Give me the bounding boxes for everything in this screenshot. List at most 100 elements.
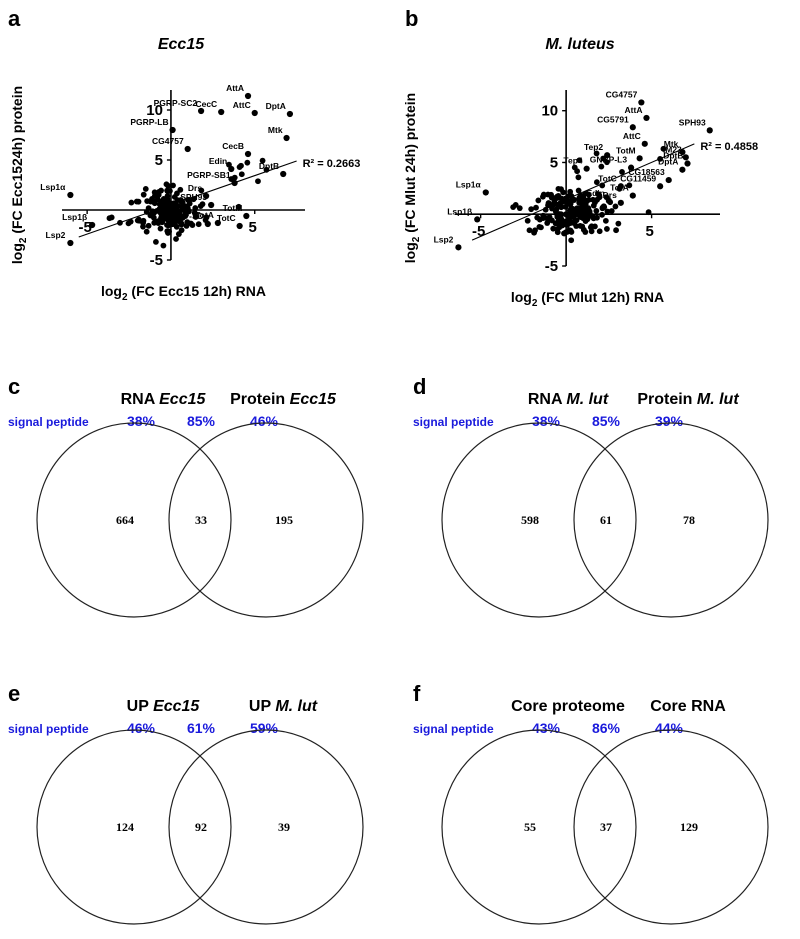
data-point	[143, 209, 150, 215]
point-label: AttA	[226, 83, 244, 93]
point-label: GNBP-L3	[590, 155, 628, 165]
data-point	[604, 226, 610, 232]
signal-peptide-pct: 38%	[532, 413, 561, 429]
labeled-point	[706, 127, 713, 134]
venn-count: 195	[275, 513, 293, 527]
labeled-point	[482, 189, 489, 196]
data-point	[599, 182, 606, 189]
data-point	[596, 228, 603, 235]
data-point	[160, 242, 167, 249]
y-tick-label: 10	[146, 102, 163, 119]
signal-peptide-pct: 38%	[127, 413, 156, 429]
labeled-point	[629, 124, 636, 131]
labeled-point	[214, 219, 221, 227]
data-point	[561, 221, 568, 228]
data-point	[613, 227, 619, 234]
signal-peptide-pct: 39%	[655, 413, 684, 429]
data-point	[164, 204, 171, 211]
point-label: DptB	[663, 151, 683, 161]
data-point	[586, 208, 593, 215]
venn-count: 129	[680, 820, 698, 834]
data-point	[585, 213, 592, 219]
labeled-point	[679, 149, 686, 156]
point-label: Lsp1β	[447, 206, 472, 216]
data-point	[543, 215, 550, 221]
data-point	[198, 187, 205, 194]
labeled-point	[203, 192, 210, 200]
data-point	[153, 238, 159, 245]
data-point	[235, 203, 242, 210]
venn-count: 78	[683, 513, 695, 527]
data-point	[192, 205, 199, 211]
data-point	[179, 199, 186, 206]
data-point	[238, 171, 245, 178]
venn-left-circle	[36, 729, 232, 925]
venn-left-title: UP Ecc15	[127, 698, 201, 715]
r-squared-label: R² = 0.4858	[700, 141, 758, 153]
labeled-point	[636, 155, 643, 162]
signal-peptide-pct: 59%	[250, 720, 279, 736]
point-label: TotA	[610, 183, 629, 193]
y-axis-label: log2 (FC Mlut 24h) protein	[402, 93, 422, 263]
labeled-point	[67, 239, 74, 247]
signal-peptide-pct: 86%	[592, 720, 621, 736]
labeled-point	[617, 199, 624, 206]
data-point	[140, 191, 147, 198]
point-label: DptA	[266, 101, 286, 111]
data-point	[594, 191, 601, 197]
signal-peptide-pct: 46%	[250, 413, 279, 429]
labeled-point	[679, 166, 686, 173]
data-point	[117, 219, 123, 226]
venn-count: 92	[195, 820, 207, 834]
point-label: Tep4	[563, 156, 582, 166]
labeled-point	[243, 212, 250, 220]
data-point	[657, 155, 663, 162]
data-point	[532, 227, 538, 234]
point-label: CG5791	[597, 114, 629, 124]
point-label: CG4757	[606, 89, 638, 99]
point-label: CecB	[222, 141, 244, 151]
data-point	[164, 196, 171, 202]
labeled-point	[657, 183, 664, 190]
data-point	[615, 220, 622, 227]
point-label: TotA	[195, 210, 214, 220]
point-label: SPH93	[679, 117, 706, 127]
data-point	[579, 223, 586, 230]
venn-left-circle	[441, 422, 637, 618]
panel-label-d: d	[413, 374, 426, 399]
labeled-point	[251, 109, 258, 117]
data-point	[553, 206, 560, 213]
point-label: TotM	[616, 145, 636, 155]
data-point	[149, 208, 156, 215]
venn-left-title: RNA M. lut	[528, 391, 609, 408]
venn-count: 37	[600, 820, 612, 834]
point-label: PGRP-SB1	[187, 170, 231, 180]
data-point	[575, 174, 582, 181]
point-label: Mtk	[268, 125, 283, 135]
data-point	[576, 157, 583, 164]
data-point	[574, 168, 581, 175]
venn-panel-e: e UP Ecc15 UP M. lut signal peptide 46% 61% 59…	[8, 681, 364, 925]
point-label: TotC	[217, 213, 236, 223]
venn-count: 39	[278, 820, 290, 834]
data-point	[183, 203, 190, 210]
signal-peptide-pct: 43%	[532, 720, 561, 736]
labeled-point	[605, 197, 612, 204]
data-point	[150, 198, 157, 205]
data-point	[516, 205, 523, 212]
data-point	[604, 159, 610, 166]
data-point	[535, 197, 542, 204]
data-point	[626, 182, 633, 189]
data-point	[153, 208, 160, 214]
data-point	[593, 150, 600, 157]
labeled-point	[228, 165, 235, 173]
labeled-point	[684, 160, 691, 167]
point-label: IM23	[663, 144, 682, 154]
point-label: DptA	[658, 157, 678, 167]
signal-peptide-pct: 46%	[127, 720, 156, 736]
y-tick-label: 5	[550, 154, 558, 171]
data-point	[571, 218, 578, 225]
data-point	[164, 228, 171, 235]
data-point	[540, 191, 547, 198]
point-label: Lsp1α	[40, 182, 66, 192]
